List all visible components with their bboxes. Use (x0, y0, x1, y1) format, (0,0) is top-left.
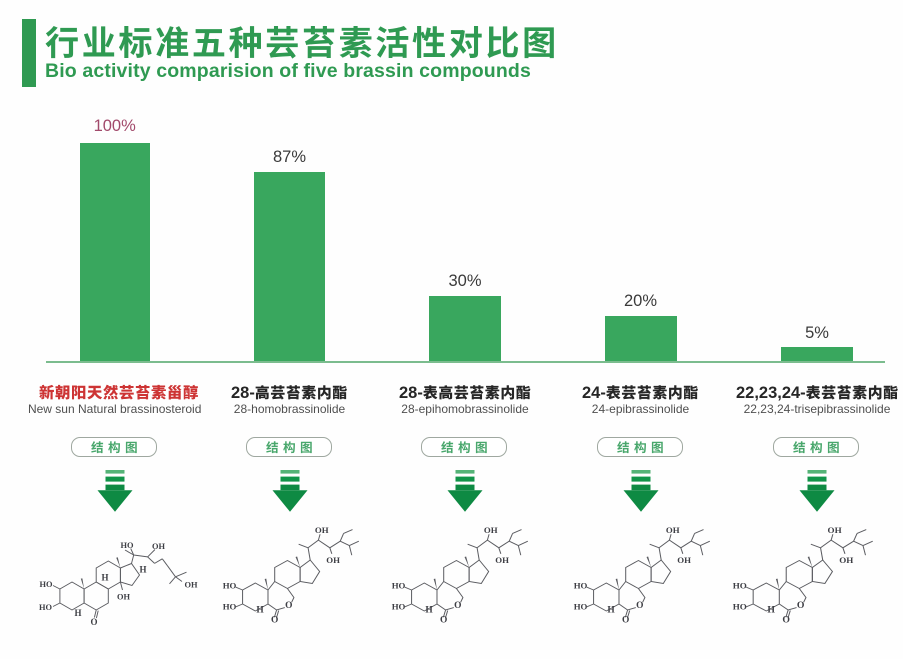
svg-text:HO: HO (39, 603, 53, 612)
svg-text:H: H (101, 572, 108, 582)
svg-text:HO: HO (39, 580, 53, 589)
svg-text:28-: 28- (231, 384, 255, 402)
svg-text:OH: OH (117, 593, 131, 602)
svg-text:24-: 24- (582, 384, 606, 402)
svg-text:22,23,24-: 22,23,24- (736, 384, 806, 402)
svg-text:28-: 28- (399, 384, 423, 402)
svg-text:O: O (90, 617, 97, 627)
svg-text:OH: OH (152, 542, 166, 551)
svg-text:OH: OH (184, 580, 198, 589)
svg-text:H: H (139, 564, 146, 574)
svg-text:HO: HO (120, 541, 134, 550)
svg-text:H: H (74, 608, 81, 618)
